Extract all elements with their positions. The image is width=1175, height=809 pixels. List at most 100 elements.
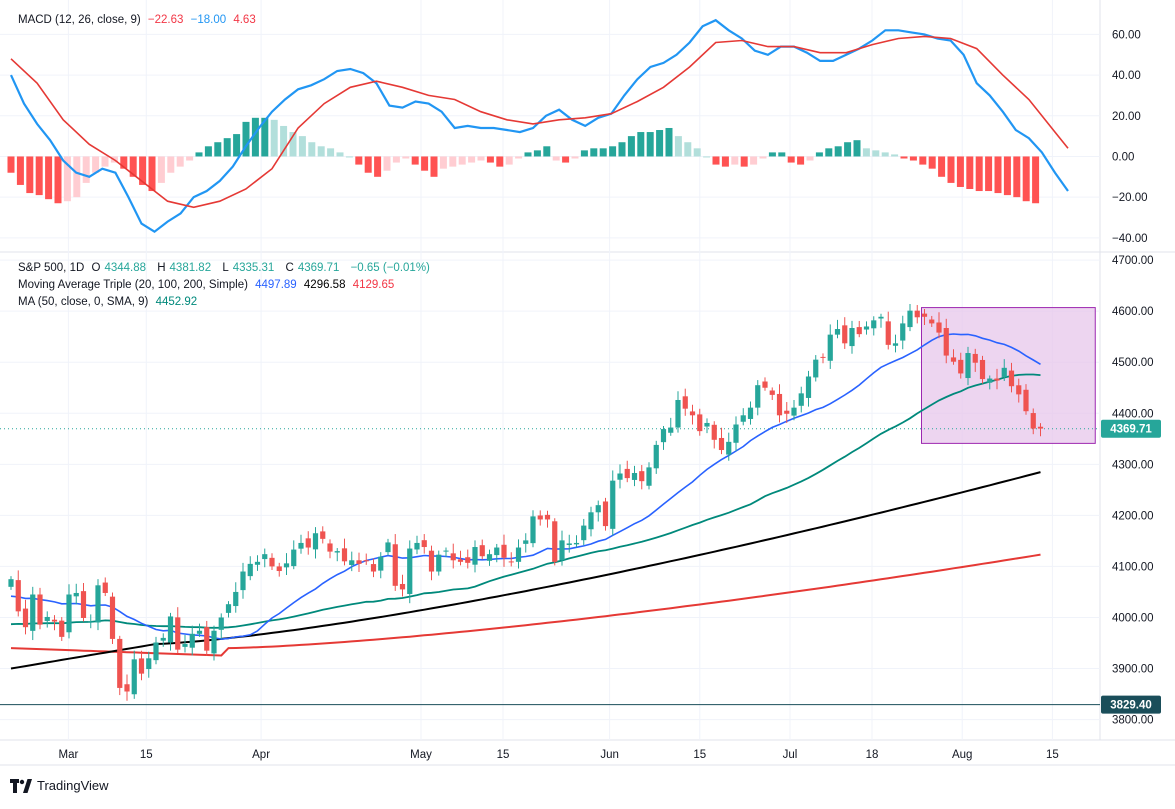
candle-body [515, 547, 522, 562]
macd-histogram-bar [956, 156, 964, 187]
macd-histogram-bar [637, 132, 645, 157]
macd-histogram-bar [468, 156, 476, 163]
macd-signal-line [10, 35, 1069, 209]
macd-histogram-bar [985, 156, 993, 192]
macd-histogram-bar [120, 156, 128, 169]
macd-histogram-bar [233, 134, 241, 157]
last-price-tag: 4369.71 [1110, 424, 1152, 436]
macd-histogram-bar [768, 152, 776, 157]
candle-body [878, 316, 884, 319]
macd-histogram-bar [721, 156, 729, 167]
macd-histogram-bar [16, 156, 24, 185]
macd-histogram-bar [251, 117, 259, 157]
macd-hist-value: 4.63 [233, 14, 256, 26]
ma100-value: 4296.58 [303, 279, 346, 291]
candle-body [472, 547, 478, 565]
candle-body [37, 594, 43, 625]
candle-body [660, 429, 667, 443]
macd-histogram-bar [609, 146, 617, 157]
macd-histogram-bar [167, 156, 175, 173]
ma50-line [10, 373, 1041, 629]
price-tick-label: 4600.00 [1112, 306, 1154, 318]
candle-body [646, 467, 652, 486]
candle-body [167, 616, 174, 643]
candle-body [1008, 370, 1015, 387]
candle-body [544, 514, 551, 520]
macd-histogram-bar [862, 148, 870, 157]
candle-body [356, 560, 362, 564]
candle-body [334, 551, 340, 553]
candle-body [682, 396, 688, 409]
candle-body [581, 525, 587, 541]
macd-value: −22.63 [147, 14, 184, 26]
macd-histogram-bar [599, 148, 607, 157]
candle-body [298, 542, 304, 549]
candle-body [784, 410, 790, 414]
macd-histogram-bar [195, 152, 203, 157]
time-tick-label: 15 [140, 749, 153, 761]
candle-body [233, 591, 239, 607]
candle-body [479, 545, 485, 557]
macd-histogram-bar [317, 146, 325, 157]
candle-body [653, 444, 659, 469]
candle-body [1030, 413, 1036, 429]
price-tick-label: 3800.00 [1112, 715, 1154, 727]
macd-histogram-bar [524, 152, 532, 157]
macd-histogram-bar [7, 156, 15, 173]
time-tick-label: Jun [600, 749, 619, 761]
macd-histogram-bar [909, 156, 917, 161]
ma200-line [10, 553, 1041, 657]
candle-body [1016, 385, 1022, 395]
macd-histogram-bar [214, 142, 222, 157]
candle-body [740, 415, 746, 422]
macd-histogram-bar [402, 156, 410, 159]
macd-histogram-bar [919, 156, 927, 165]
candle-body [240, 571, 246, 591]
candle-body [689, 411, 696, 416]
candle-body [718, 437, 725, 451]
macd-histogram-bar [928, 156, 936, 169]
candle-body [631, 472, 638, 480]
price-tick-label: 4700.00 [1112, 255, 1154, 267]
macd-histogram-bar [627, 136, 635, 157]
macd-histogram-bar [421, 156, 429, 171]
macd-histogram-bar [853, 140, 861, 157]
macd-histogram-bar [157, 156, 165, 183]
candle-body [711, 424, 717, 440]
price-tick-label: 4000.00 [1112, 612, 1154, 624]
high-label: H [157, 262, 166, 274]
macd-histogram-bar [1032, 156, 1040, 204]
macd-histogram-bar [430, 156, 438, 177]
macd-histogram-bar [1013, 156, 1021, 198]
candle-body [370, 564, 377, 572]
candle-body [8, 579, 14, 587]
candle-body [936, 322, 942, 333]
candle-body [196, 630, 203, 634]
candle-body [813, 359, 819, 378]
macd-histogram-bar [759, 156, 767, 159]
macd-histogram-bar [280, 125, 288, 157]
candle-body [1001, 367, 1007, 377]
candle-body [950, 357, 957, 362]
macd-histogram-bar [392, 156, 400, 163]
candle-body [987, 378, 993, 383]
macd-histogram-bar [92, 156, 100, 173]
candle-body [218, 617, 224, 630]
tradingview-brand[interactable]: TradingView [10, 778, 109, 793]
candle-body [566, 543, 572, 545]
macd-signal-value: −18.00 [190, 14, 227, 26]
ma20-value: 4497.89 [255, 279, 297, 291]
macd-histogram-bar [562, 156, 570, 163]
low-value: 4335.31 [232, 262, 275, 274]
macd-histogram-bar [552, 156, 560, 161]
candle-body [820, 356, 826, 358]
candle-body [1037, 426, 1044, 429]
candle-body [204, 627, 210, 651]
macd-histogram-bar [891, 154, 899, 157]
macd-histogram-bar [797, 156, 805, 165]
candle-body [399, 583, 406, 590]
candle-body [494, 547, 500, 556]
candle-body [842, 325, 848, 344]
